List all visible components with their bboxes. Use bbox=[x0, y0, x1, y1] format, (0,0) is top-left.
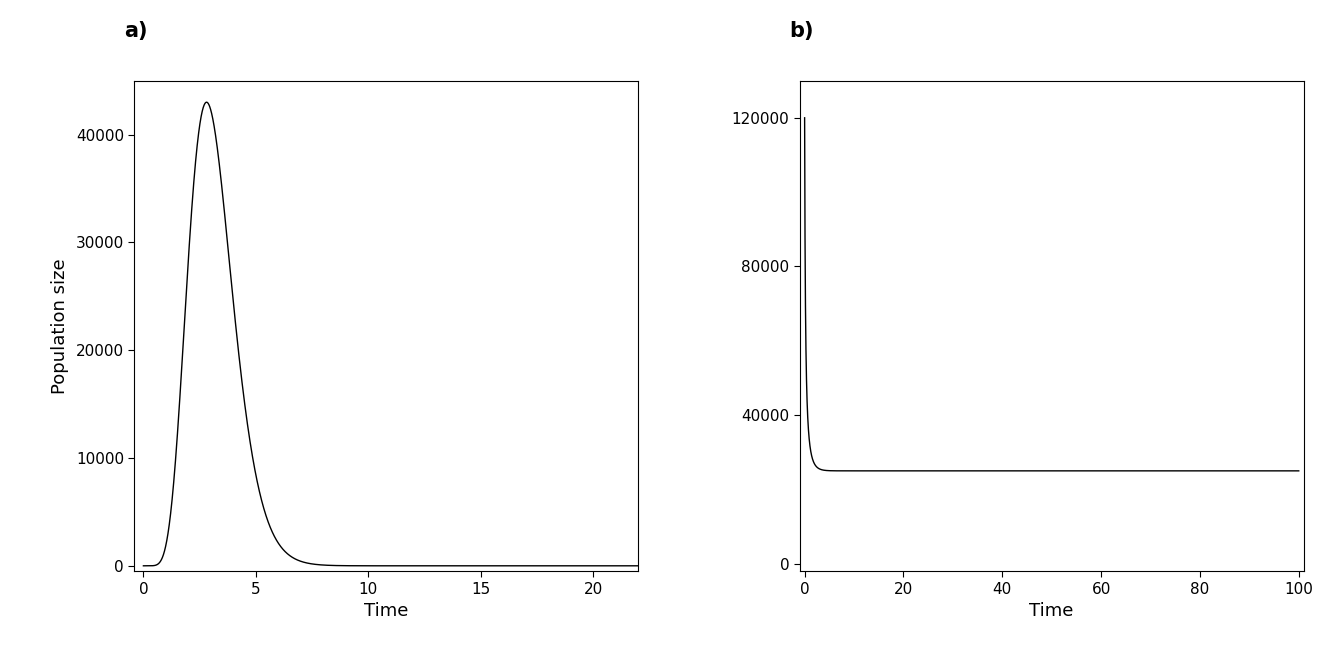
Y-axis label: Population size: Population size bbox=[51, 258, 69, 394]
Text: b): b) bbox=[789, 22, 814, 42]
X-axis label: Time: Time bbox=[364, 602, 409, 620]
X-axis label: Time: Time bbox=[1030, 602, 1074, 620]
Text: a): a) bbox=[124, 22, 148, 42]
